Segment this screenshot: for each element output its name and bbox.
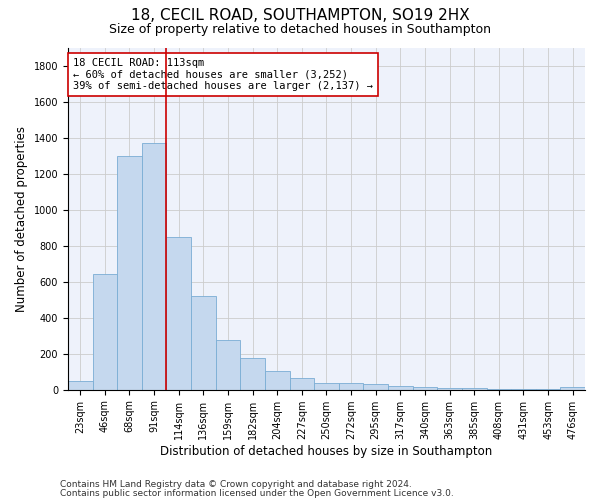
Bar — [265, 371, 290, 390]
Text: Size of property relative to detached houses in Southampton: Size of property relative to detached ho… — [109, 22, 491, 36]
Bar — [240, 358, 265, 390]
Bar — [314, 382, 339, 390]
Bar — [68, 380, 92, 390]
Bar — [92, 274, 117, 390]
Bar — [413, 387, 437, 390]
Bar — [560, 387, 585, 390]
Bar — [290, 378, 314, 390]
Bar — [191, 296, 215, 390]
Bar — [339, 384, 364, 390]
Text: Contains public sector information licensed under the Open Government Licence v3: Contains public sector information licen… — [60, 488, 454, 498]
Bar — [166, 236, 191, 390]
Y-axis label: Number of detached properties: Number of detached properties — [15, 126, 28, 312]
Text: Contains HM Land Registry data © Crown copyright and database right 2024.: Contains HM Land Registry data © Crown c… — [60, 480, 412, 489]
Bar — [487, 389, 511, 390]
Bar — [142, 143, 166, 390]
Bar — [511, 389, 536, 390]
Text: 18, CECIL ROAD, SOUTHAMPTON, SO19 2HX: 18, CECIL ROAD, SOUTHAMPTON, SO19 2HX — [131, 8, 469, 22]
Bar — [437, 388, 462, 390]
Bar — [388, 386, 413, 390]
Bar — [215, 340, 240, 390]
Bar — [117, 156, 142, 390]
Bar — [462, 388, 487, 390]
X-axis label: Distribution of detached houses by size in Southampton: Distribution of detached houses by size … — [160, 444, 493, 458]
Bar — [536, 389, 560, 390]
Text: 18 CECIL ROAD: 113sqm
← 60% of detached houses are smaller (3,252)
39% of semi-d: 18 CECIL ROAD: 113sqm ← 60% of detached … — [73, 58, 373, 91]
Bar — [364, 384, 388, 390]
